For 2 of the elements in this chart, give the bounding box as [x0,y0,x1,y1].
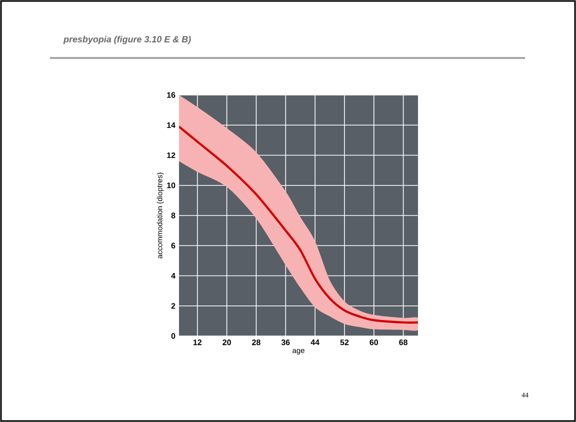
line-series [179,126,418,324]
chart-title: presbyopia (figure 3.10 E & B) [63,36,191,44]
